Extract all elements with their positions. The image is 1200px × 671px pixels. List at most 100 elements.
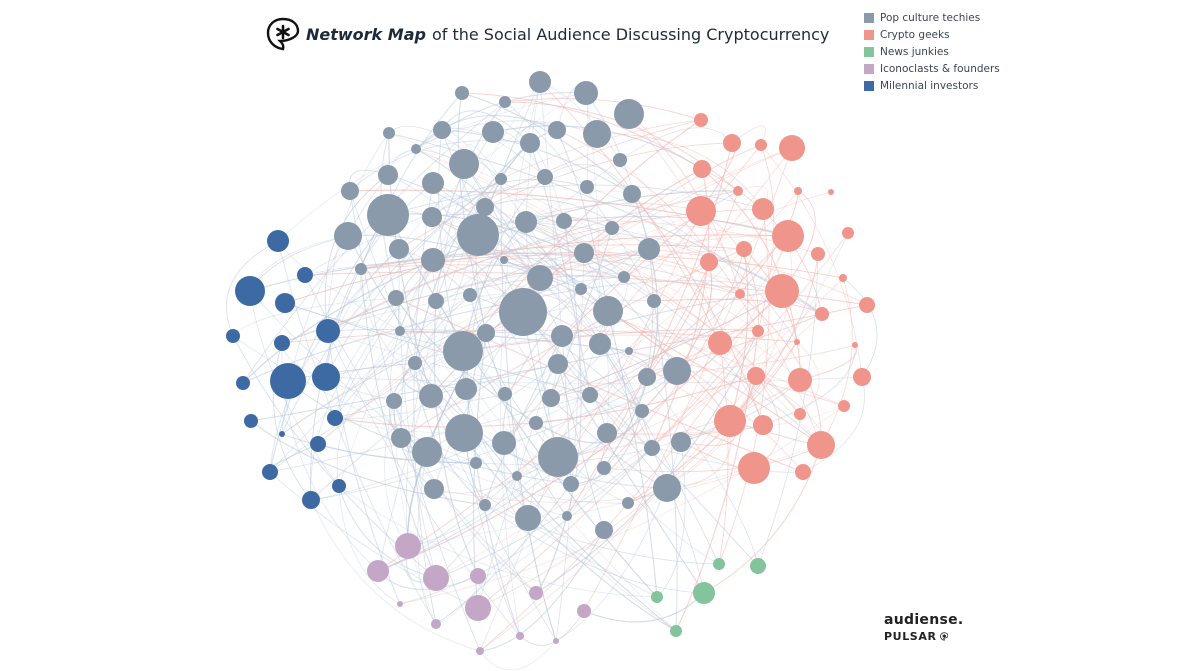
network-edge — [399, 276, 625, 332]
network-edge — [504, 98, 702, 121]
crypto-geeks-node — [795, 464, 811, 480]
pop-culture-techies-node — [605, 221, 619, 235]
network-edge — [226, 240, 279, 337]
network-edge — [516, 147, 793, 477]
network-edge — [550, 313, 823, 399]
legend-label: Iconoclasts & founders — [880, 62, 1000, 75]
news-junkies-node — [713, 558, 725, 570]
network-edge — [413, 182, 437, 625]
network-edge — [611, 227, 823, 315]
crypto-geeks-node — [694, 113, 708, 127]
network-edge — [269, 471, 479, 609]
pop-culture-techies-node — [529, 416, 543, 430]
pop-culture-techies-node — [638, 238, 660, 260]
milennial-investors-node — [327, 410, 343, 426]
news-junkies-node — [693, 582, 715, 604]
network-edge — [606, 432, 804, 473]
network-edge — [607, 310, 804, 473]
network-edge — [703, 444, 822, 594]
network-edge — [349, 139, 531, 192]
network-edge — [435, 275, 625, 302]
pop-culture-techies-node — [583, 120, 611, 148]
legend-item-pop-culture-techies: Pop culture techies — [864, 9, 1000, 26]
network-edge — [477, 330, 759, 609]
pop-culture-techies-node — [635, 404, 649, 418]
network-edge — [325, 178, 502, 378]
network-edge — [628, 113, 741, 295]
network-edge — [680, 379, 801, 443]
pop-culture-techies-node — [422, 172, 444, 194]
network-edge — [269, 214, 389, 473]
crypto-geeks-node — [753, 415, 773, 435]
network-edge — [603, 248, 659, 469]
network-edge — [731, 125, 766, 146]
pop-culture-techies-node — [614, 99, 644, 129]
milennial-investors-node — [310, 436, 326, 452]
pop-culture-techies-node — [515, 211, 537, 233]
iconoclasts-founders-node — [516, 632, 524, 640]
network-edge — [338, 485, 658, 598]
network-edge — [406, 206, 486, 547]
crypto-geeks-node — [828, 189, 834, 195]
network-edge — [387, 184, 764, 216]
network-edge — [503, 251, 741, 295]
legend-swatch — [864, 80, 874, 91]
network-edge — [415, 148, 822, 446]
milennial-investors-node — [279, 431, 285, 437]
network-edge — [485, 332, 568, 517]
network-edge — [441, 129, 524, 313]
network-edge — [802, 376, 865, 473]
crypto-geeks-node — [765, 274, 799, 308]
pop-culture-techies-node — [622, 497, 634, 509]
network-edge — [417, 451, 437, 625]
network-edge — [820, 277, 853, 446]
network-edge — [718, 342, 729, 565]
network-edge — [718, 208, 770, 565]
pop-culture-techies-node — [355, 263, 367, 275]
pop-culture-techies-node — [638, 368, 656, 386]
network-edge — [462, 227, 613, 352]
crypto-geeks-node — [838, 400, 850, 412]
network-edge — [249, 252, 585, 292]
legend-item-milennial-investors: Milennial investors — [864, 77, 1000, 94]
network-edge — [336, 330, 401, 487]
pop-culture-techies-node — [593, 296, 623, 326]
crypto-geeks-node — [794, 339, 800, 345]
network-edge — [484, 198, 650, 250]
pop-culture-techies-node — [455, 86, 469, 100]
pop-culture-techies-node — [613, 153, 627, 167]
pop-culture-techies-node — [582, 387, 598, 403]
pop-culture-techies-node — [529, 71, 551, 93]
pop-culture-techies-node — [548, 354, 568, 374]
network-edge — [277, 240, 401, 332]
pop-culture-techies-node — [495, 173, 507, 185]
pop-culture-techies-node — [563, 476, 579, 492]
pop-culture-techies-node — [527, 265, 553, 291]
network-edge — [310, 190, 739, 501]
network-edge — [566, 142, 733, 517]
network-edge — [349, 190, 481, 652]
network-edge — [281, 178, 502, 435]
milennial-investors-node — [236, 376, 250, 390]
network-edge — [628, 304, 868, 352]
network-edge — [561, 290, 783, 337]
network-edge — [327, 190, 739, 332]
pop-culture-techies-node — [647, 294, 661, 308]
pop-culture-techies-node — [499, 96, 511, 108]
network-edge — [503, 257, 655, 302]
network-edge — [435, 517, 529, 625]
network-edge — [651, 235, 789, 449]
network-edge — [414, 252, 585, 364]
iconoclasts-founders-node — [553, 638, 559, 644]
iconoclasts-founders-node — [577, 604, 591, 618]
legend-item-news-junkies: News junkies — [864, 43, 1000, 60]
pop-culture-techies-node — [367, 194, 409, 236]
network-edge — [580, 280, 783, 292]
network-edge — [646, 261, 710, 378]
pop-culture-techies-node — [463, 288, 477, 302]
network-edge — [606, 190, 739, 434]
network-edge — [269, 248, 400, 473]
network-edge — [435, 131, 494, 302]
network-edge — [399, 405, 845, 605]
network-edge — [729, 248, 749, 422]
